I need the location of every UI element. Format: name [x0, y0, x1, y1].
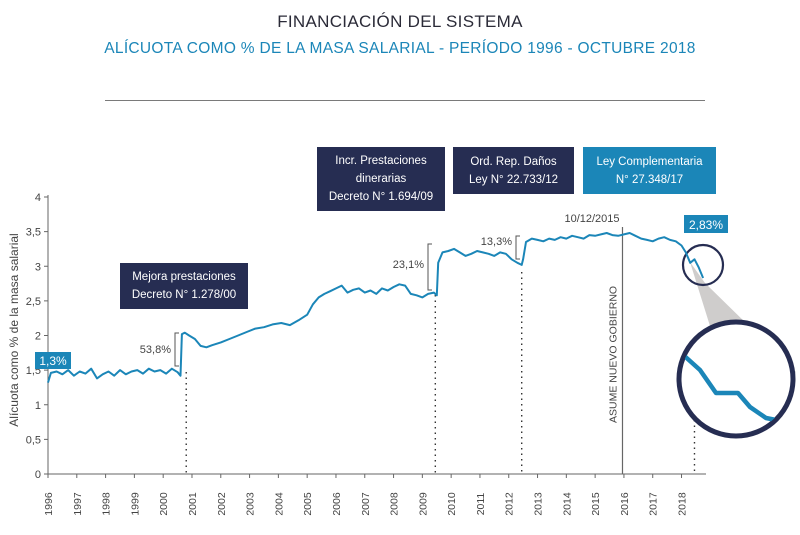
jump-label-2000: 53,8%	[140, 344, 171, 356]
x-tick-label: 2004	[273, 492, 285, 516]
bracket-2000	[174, 332, 179, 367]
y-tick-label: 2	[35, 331, 41, 343]
annotations: ASUME NUEVO GOBIERNO 10/12/2015 53,8% 23,1%…	[35, 213, 796, 474]
x-tick-label: 2005	[302, 492, 314, 516]
title-divider	[105, 100, 705, 101]
y-tick-label: 3	[35, 261, 41, 273]
jump-label-2009: 23,1%	[393, 259, 424, 271]
incr-line3: Decreto N° 1.694/09	[328, 191, 434, 203]
y-tick-label: 3,5	[26, 227, 41, 239]
magnified-series-line	[681, 349, 779, 423]
ley-complementaria-box: Ley Complementaria N° 27.348/17	[583, 147, 716, 194]
incr-prestaciones-box: Incr. Prestaciones dinerarias Decreto N°…	[317, 147, 445, 211]
y-tick-label: 2,5	[26, 296, 41, 308]
ord-rep-danos-box: Ord. Rep. Daños Ley N° 22.733/12	[453, 147, 574, 194]
x-tick-label: 1997	[72, 492, 84, 516]
government-change-label: ASUME NUEVO GOBIERNO	[607, 286, 619, 423]
mejora-line1: Mejora prestaciones	[132, 271, 236, 283]
x-tick-label: 2006	[331, 492, 343, 516]
x-tick-label: 2002	[216, 492, 228, 516]
x-tick-label: 2009	[417, 492, 429, 516]
x-tick-label: 2016	[619, 492, 631, 516]
x-tick-label: 2003	[245, 492, 257, 516]
x-tick-label: 2011	[475, 493, 487, 516]
highlight-circle-small	[681, 243, 725, 287]
x-tick-label: 2017	[648, 492, 660, 516]
x-tick-label: 1996	[43, 492, 55, 516]
start-value-label: 1,3%	[35, 352, 71, 369]
x-tick-label: 2012	[504, 492, 516, 516]
start-value-label-bg	[35, 352, 71, 369]
axes	[44, 195, 706, 478]
y-tick-label: 0,5	[26, 434, 41, 446]
x-tick-label: 2013	[533, 492, 545, 516]
chart-subtitle: ALÍCUOTA COMO % DE LA MASA SALARIAL - PE…	[104, 40, 696, 57]
y-tick-label: 0	[35, 469, 41, 481]
ord-line2: Ley N° 22.733/12	[469, 173, 558, 186]
end-value-label-text: 2,83%	[689, 218, 723, 232]
magnifier-circle	[676, 319, 796, 439]
chart-title: FINANCIACIÓN DEL SISTEMA	[277, 12, 523, 31]
jump-label-2012: 13,3%	[481, 236, 512, 248]
incr-line2: dinerarias	[355, 173, 407, 185]
x-tick-label: 2001	[187, 492, 199, 516]
end-value-label: 2,83%	[684, 215, 728, 233]
x-tick-label: 2015	[590, 492, 602, 516]
start-value-label-text: 1,3%	[39, 354, 67, 368]
series	[47, 232, 705, 383]
ord-line1: Ord. Rep. Daños	[470, 155, 557, 168]
y-tick-label: 4	[35, 192, 41, 204]
series-line	[47, 232, 705, 383]
y-tick-label: 1	[35, 400, 41, 412]
x-tick-label: 2000	[158, 492, 170, 516]
bracket-2009	[427, 243, 432, 291]
bracket-2012	[515, 235, 520, 260]
mejora-line2: Decreto N° 1.278/00	[131, 289, 237, 301]
x-tick-label: 1999	[129, 492, 141, 516]
x-tick-label: 2018	[677, 492, 689, 516]
x-tick-label: 2007	[360, 492, 372, 516]
end-value-label-bg	[684, 215, 728, 233]
x-tick-label: 2010	[446, 492, 458, 516]
x-tick-label: 2008	[389, 492, 401, 516]
x-tick-label: 1998	[101, 492, 113, 516]
ley-line2: N° 27.348/17	[615, 173, 684, 186]
incr-line1: Incr. Prestaciones	[335, 155, 427, 167]
ley-line1: Ley Complementaria	[596, 155, 703, 168]
mejora-prestaciones-box: Mejora prestaciones Decreto N° 1.278/00	[120, 263, 248, 309]
date-label: 10/12/2015	[564, 213, 619, 225]
x-tick-label: 2014	[561, 492, 573, 516]
